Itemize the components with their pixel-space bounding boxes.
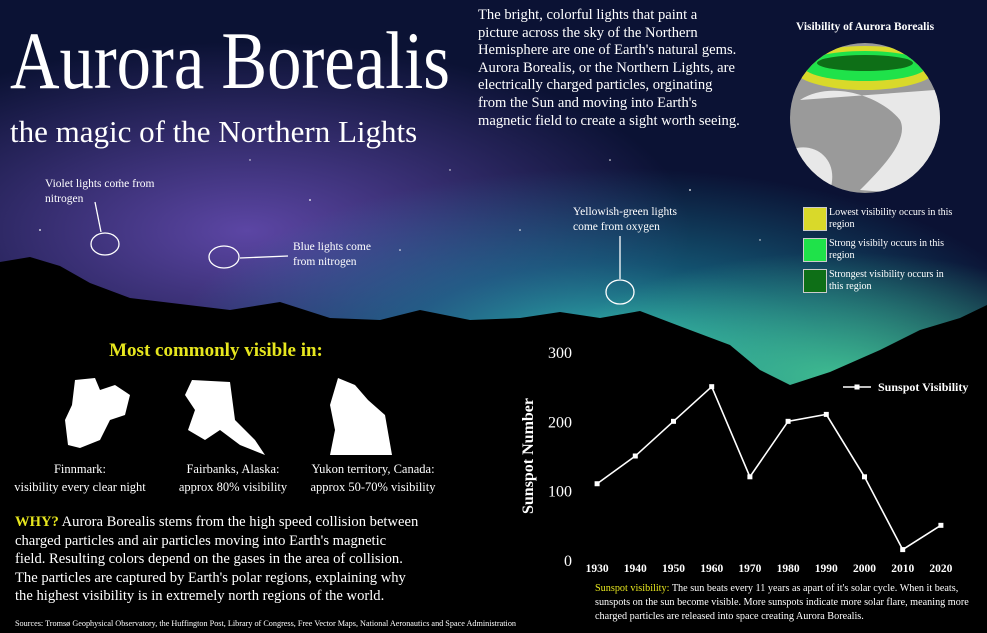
chart: 0 100 200 300 1930 1940 1950 1960 1970 1980 1990 20… (520, 345, 968, 575)
callout-markers (90, 201, 635, 305)
point (709, 384, 715, 390)
why-text: Aurora Borealis stems from the high spee… (15, 514, 419, 604)
point (785, 418, 791, 424)
subtitle: the magic of the Northern Lights (10, 114, 417, 149)
stars (39, 159, 761, 251)
point (862, 474, 867, 480)
mountains (0, 257, 987, 633)
y-tick-label: 300 (548, 345, 572, 362)
chart-annotation: Sunspot visibility: The sun beats every … (595, 582, 975, 624)
x-tick-label: 1970 (738, 563, 761, 575)
point (938, 522, 944, 528)
legend-label: Sunspot Visibility (878, 380, 968, 394)
y-axis-label: Sunspot Number (520, 398, 537, 514)
place-name: Finnmark: (53, 462, 107, 476)
place-name: Yukon territory, Canada: (311, 462, 435, 476)
place-note: approx 80% visibility (178, 480, 288, 494)
point (900, 547, 906, 553)
legend-label: Lowest visibility occurs in this region (829, 207, 953, 230)
point (594, 481, 600, 487)
legend-marker (854, 384, 860, 390)
place-maps (65, 378, 392, 455)
title: Aurora Borealis (10, 15, 450, 106)
x-tick-label: 1940 (624, 563, 647, 575)
callout: Yellowish-green lights come from oxygen (573, 206, 677, 233)
y-tick-label: 100 (548, 484, 572, 501)
legend-swatch (803, 207, 827, 231)
annotation-label: Sunspot visibility: (595, 583, 670, 594)
x-tick-label: 2000 (853, 563, 876, 575)
x-tick-label: 1950 (662, 563, 685, 575)
globe-title: Visibility of Aurora Borealis (795, 21, 935, 33)
point (632, 453, 638, 459)
y-tick-label: 200 (548, 414, 572, 431)
x-tick-label: 1960 (700, 563, 723, 575)
place-note: approx 50-70% visibility (310, 480, 436, 494)
why-label: WHY? (15, 514, 59, 530)
point (671, 418, 676, 424)
legend-swatch (803, 269, 827, 293)
point (747, 474, 753, 480)
visible-heading: Most commonly visible in: (109, 340, 323, 361)
why: WHY? Aurora Borealis stems from the high… (15, 513, 420, 606)
legend-label: Strong visibily occurs in this region (829, 238, 944, 261)
place-note: visibility every clear night (14, 480, 146, 494)
callout: Violet lights come from nitrogen (45, 178, 155, 205)
place-name: Fairbanks, Alaska: (186, 462, 280, 476)
point (823, 411, 829, 417)
intro: The bright, colorful lights that paint a… (478, 7, 740, 129)
x-tick-label: 1930 (586, 563, 609, 575)
legend-swatch (803, 238, 827, 262)
x-tick-label: 1990 (815, 563, 838, 575)
x-tick-label: 2010 (891, 563, 914, 575)
x-tick-label: 2020 (929, 563, 952, 575)
y-tick-label: 0 (564, 553, 572, 570)
annotation-text: The sun beats every 11 years as apart of… (595, 583, 969, 622)
x-tick-label: 1980 (777, 563, 800, 575)
sources: Sources: Tromsø Geophysical Observatory,… (15, 619, 517, 628)
line (596, 385, 942, 551)
callout: Blue lights come from nitrogen (293, 241, 371, 268)
legend-label: Strongest visibility occurs in this regi… (829, 269, 944, 292)
